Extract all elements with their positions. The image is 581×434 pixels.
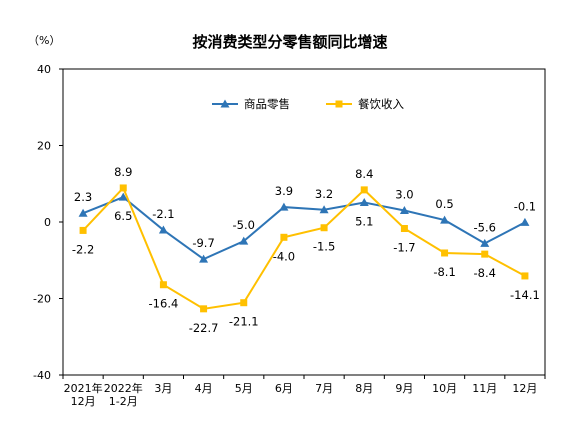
legend-label-1: 商品零售 (244, 97, 290, 111)
data-point-marker (521, 272, 529, 280)
data-point-marker (240, 299, 248, 307)
data-label: -1.7 (393, 241, 415, 255)
data-point-marker (319, 205, 329, 214)
data-label: -16.4 (149, 297, 179, 311)
data-label: -4.0 (273, 249, 295, 263)
data-label: 0.5 (435, 197, 453, 211)
data-point-marker (320, 224, 328, 232)
x-tick-label: 5月 (235, 382, 253, 395)
data-label: -8.1 (433, 265, 455, 279)
data-point-marker (520, 217, 530, 226)
data-label: -5.6 (474, 220, 496, 234)
data-label: 5.1 (355, 214, 373, 228)
x-tick-label: 2022年 1-2月 (104, 381, 143, 408)
data-point-marker (78, 208, 88, 217)
data-label: 2.3 (74, 190, 92, 204)
y-axis-unit-label: （%） (28, 34, 60, 47)
data-point-marker (359, 197, 369, 206)
data-point-marker (159, 281, 167, 289)
y-tick-label: -20 (33, 293, 51, 306)
x-tick-label: 7月 (315, 382, 333, 395)
data-point-marker (399, 206, 409, 215)
x-tick-label: 12月 (512, 382, 537, 395)
data-label: -8.4 (474, 266, 496, 280)
data-point-marker (239, 236, 249, 245)
data-point-marker (79, 226, 87, 234)
x-tick-label: 10月 (432, 382, 457, 395)
data-label: -9.7 (192, 236, 214, 250)
x-tick-label: 9月 (395, 382, 413, 395)
series-line-2 (82, 186, 526, 310)
chart-title: 按消费类型分零售额同比增速 (192, 33, 387, 51)
x-tick-label: 2021年 12月 (64, 381, 103, 408)
data-label: 8.9 (114, 165, 132, 179)
data-point-marker (200, 305, 208, 313)
legend-label-2: 餐饮收入 (358, 97, 404, 111)
y-tick-label: 0 (44, 216, 51, 229)
data-label: -2.1 (152, 207, 174, 221)
data-point-marker (481, 250, 489, 258)
legend-marker-1 (220, 99, 230, 108)
x-tick-label: 8月 (355, 382, 373, 395)
data-label: 3.2 (315, 187, 333, 201)
data-label: -2.2 (72, 242, 94, 256)
data-point-marker (360, 186, 368, 194)
data-point-marker (158, 225, 168, 234)
data-label: -21.1 (229, 315, 259, 329)
legend-marker-2 (335, 100, 343, 108)
x-tick-label: 6月 (275, 382, 293, 395)
data-point-marker (119, 184, 127, 192)
data-label: -5.0 (233, 218, 255, 232)
y-tick-label: 40 (37, 63, 51, 76)
data-point-marker (480, 238, 490, 247)
data-label: 3.9 (275, 184, 293, 198)
data-point-marker (441, 249, 449, 257)
x-tick-label: 3月 (154, 382, 172, 395)
data-point-marker (440, 215, 450, 224)
data-point-marker (279, 202, 289, 211)
data-point-marker (280, 233, 288, 241)
data-label: -0.1 (514, 199, 536, 213)
data-point-marker (118, 192, 128, 201)
data-label: -1.5 (313, 240, 335, 254)
data-point-marker (199, 254, 209, 263)
y-tick-label: -40 (33, 369, 51, 382)
data-label: 8.4 (355, 167, 373, 181)
x-tick-label: 4月 (195, 382, 213, 395)
x-tick-label: 11月 (472, 382, 497, 395)
y-tick-label: 20 (37, 140, 51, 153)
data-label: -22.7 (189, 321, 219, 335)
data-label: 3.0 (395, 188, 413, 202)
series-line-1 (82, 195, 526, 261)
data-point-marker (400, 225, 408, 233)
data-label: -14.1 (510, 288, 540, 302)
data-label: 6.5 (114, 209, 132, 223)
